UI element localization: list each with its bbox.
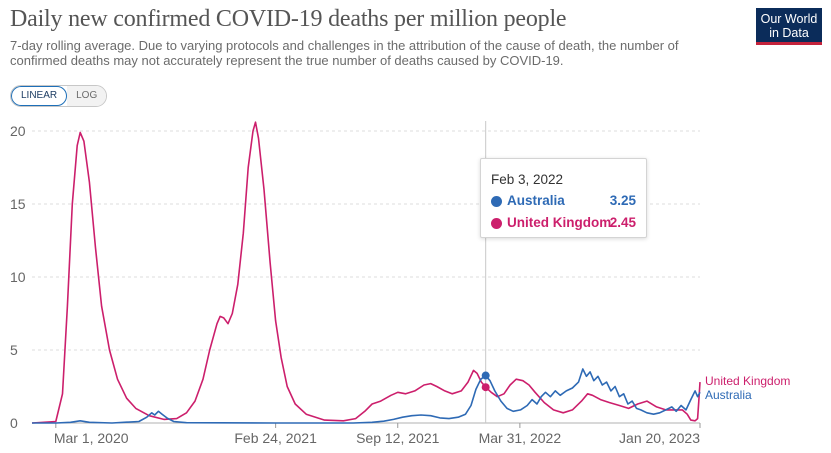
tooltip-row-united-kingdom: United Kingdom 2.45 <box>491 215 636 233</box>
hover-point-united-kingdom <box>481 383 490 392</box>
axis-ticks: 0 5 10 15 20 Mar 1, 2020 Feb 24, 2021 Sep 12, 2… <box>10 123 701 446</box>
scale-toggle: LINEAR LOG <box>10 85 108 107</box>
hover-point-australia <box>481 371 490 380</box>
tooltip: Feb 3, 2022 Australia 3.25 United Kingdo… <box>480 158 647 238</box>
tooltip-date: Feb 3, 2022 <box>491 172 564 187</box>
x-tick-label: Jan 20, 2023 <box>619 430 700 446</box>
tooltip-dot-australia <box>491 196 502 207</box>
tooltip-value-australia: 3.25 <box>609 193 636 208</box>
x-tick-label: Feb 24, 2021 <box>234 430 317 446</box>
tooltip-value-united-kingdom: 2.45 <box>609 215 636 230</box>
y-tick-label: 5 <box>10 342 18 358</box>
end-label-united-kingdom: United Kingdom <box>705 374 790 388</box>
series-lines <box>31 121 701 424</box>
chart-title: Daily new confirmed COVID-19 deaths per … <box>10 6 567 32</box>
y-tick-label: 10 <box>10 269 26 285</box>
x-tick-label: Sep 12, 2021 <box>356 430 440 446</box>
series-line-australia[interactable] <box>32 368 701 424</box>
series-line-united-kingdom[interactable] <box>31 121 701 424</box>
logo-line-1: Our World <box>760 12 818 26</box>
owid-logo[interactable]: Our World in Data <box>756 8 822 45</box>
tooltip-name-united-kingdom: United Kingdom <box>507 215 612 230</box>
end-label-australia: Australia <box>705 388 752 402</box>
x-tick-label: Mar 31, 2022 <box>479 430 562 446</box>
tooltip-row-australia: Australia 3.25 <box>491 193 636 211</box>
logo-line-2: in Data <box>769 26 809 40</box>
tooltip-name-australia: Australia <box>507 193 565 208</box>
y-tick-label: 0 <box>10 415 18 431</box>
y-tick-label: 20 <box>10 123 26 139</box>
tooltip-dot-united-kingdom <box>491 218 502 229</box>
linear-scale-button[interactable]: LINEAR <box>11 86 68 106</box>
chart-subtitle: 7-day rolling average. Due to varying pr… <box>10 38 679 68</box>
log-scale-button[interactable]: LOG <box>67 86 107 106</box>
y-tick-label: 15 <box>10 196 26 212</box>
x-tick-label: Mar 1, 2020 <box>54 430 129 446</box>
